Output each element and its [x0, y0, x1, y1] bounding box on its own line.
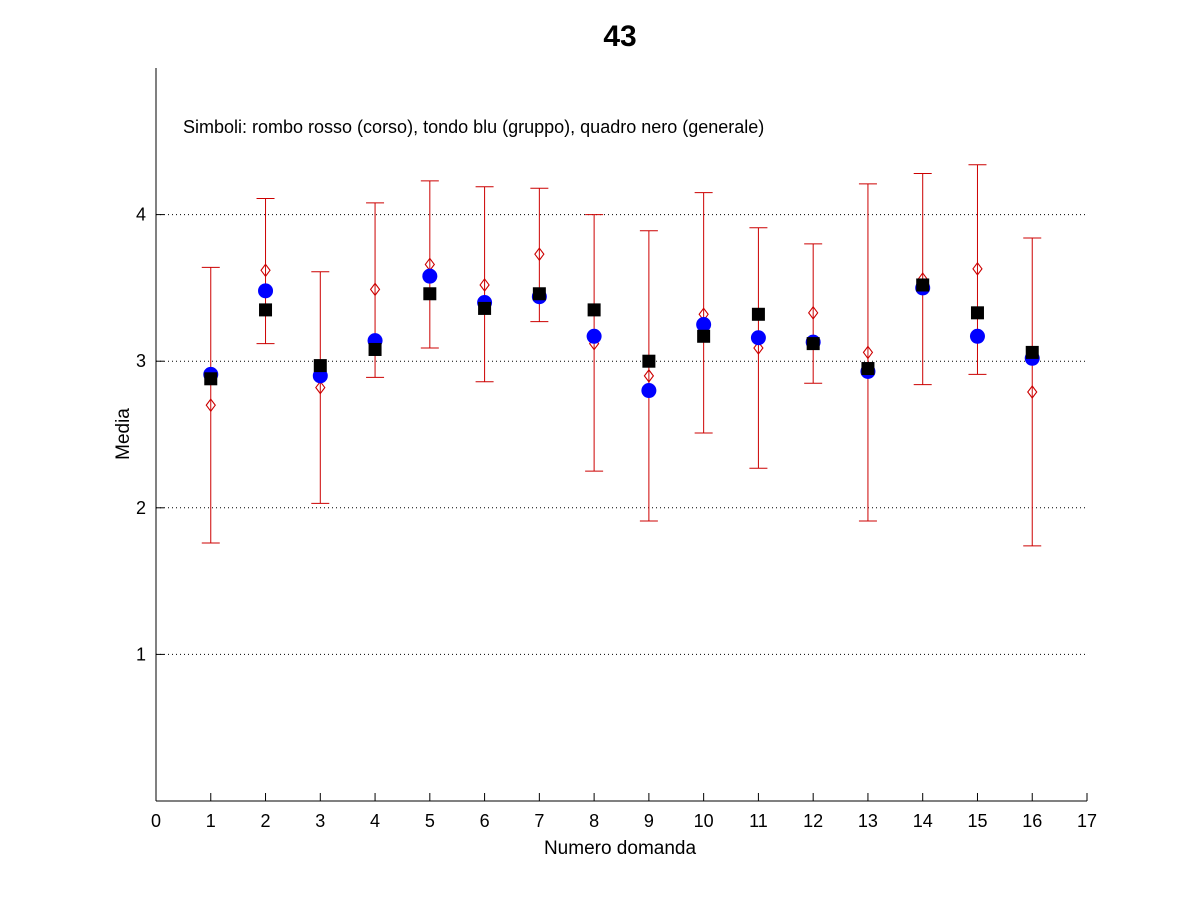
x-tick-label: 3	[315, 811, 325, 831]
x-tick-label: 8	[589, 811, 599, 831]
x-tick-label: 7	[534, 811, 544, 831]
square-point	[259, 303, 273, 317]
x-tick-label: 2	[261, 811, 271, 831]
square-point	[916, 278, 930, 292]
x-tick-label: 12	[803, 811, 823, 831]
x-axis-label: Numero domanda	[544, 838, 697, 859]
x-tick-label: 13	[858, 811, 878, 831]
x-tick-label: 1	[206, 811, 216, 831]
y-tick-label: 1	[136, 644, 146, 664]
x-tick-label: 0	[151, 811, 161, 831]
x-tick-label: 4	[370, 811, 380, 831]
error-bar	[1023, 237, 1042, 547]
circle-point	[586, 328, 602, 344]
diamond-point	[862, 345, 874, 360]
x-tick-label: 9	[644, 811, 654, 831]
square-point	[970, 306, 984, 320]
circle-point	[696, 317, 712, 333]
diamond-point	[643, 368, 655, 383]
diamond-point	[753, 341, 764, 355]
error-bar	[201, 266, 220, 544]
error-bar	[420, 180, 439, 349]
diamond-point	[972, 261, 983, 276]
error-bar	[475, 186, 494, 383]
square-point	[587, 303, 601, 317]
y-tick-label: 3	[136, 351, 146, 371]
circle-point	[312, 368, 328, 384]
square-point	[368, 342, 382, 356]
axes	[155, 68, 1087, 802]
square-point	[532, 287, 546, 301]
x-tick-label: 10	[694, 811, 714, 831]
circle-point	[969, 328, 985, 344]
error-bar	[256, 197, 275, 345]
square-point	[806, 337, 820, 351]
x-tick-label: 11	[749, 811, 768, 831]
diamond-point	[260, 263, 271, 278]
x-tick-label: 17	[1077, 811, 1097, 831]
diamond-point	[205, 398, 216, 413]
y-tick-label: 2	[136, 498, 146, 518]
square-point	[423, 287, 437, 301]
error-bar	[694, 192, 713, 434]
error-bar	[749, 227, 768, 469]
circle-point	[641, 383, 657, 399]
square-point	[313, 359, 327, 373]
square-point	[697, 329, 711, 343]
legend-annotation: Simboli: rombo rosso (corso), tondo blu …	[183, 117, 764, 137]
square-point	[1025, 345, 1039, 359]
data-marks	[201, 164, 1042, 547]
diamond-point	[369, 282, 381, 297]
diamond-point	[807, 305, 819, 320]
y-tick-label: 4	[136, 205, 146, 225]
square-point	[751, 307, 765, 321]
grid-lines	[156, 214, 1087, 655]
square-point	[861, 362, 875, 376]
diamond-point	[479, 278, 490, 292]
diamond-point	[1027, 385, 1038, 399]
error-bar	[311, 271, 330, 504]
chart-title: 43	[603, 20, 636, 53]
error-bar	[858, 183, 877, 522]
x-tick-label: 5	[425, 811, 435, 831]
circle-point	[258, 283, 274, 299]
circle-point	[750, 330, 766, 346]
x-tick-label: 6	[480, 811, 490, 831]
square-point	[642, 354, 656, 368]
error-bar	[804, 243, 823, 384]
x-tick-label: 14	[913, 811, 933, 831]
diamond-point	[315, 380, 326, 395]
square-point	[478, 301, 492, 315]
error-bar	[639, 230, 658, 522]
circle-point	[422, 268, 438, 284]
square-point	[204, 372, 218, 386]
y-axis-label: Media	[113, 408, 134, 460]
x-tick-label: 16	[1022, 811, 1042, 831]
diamond-point	[534, 247, 545, 262]
x-tick-label: 15	[967, 811, 987, 831]
